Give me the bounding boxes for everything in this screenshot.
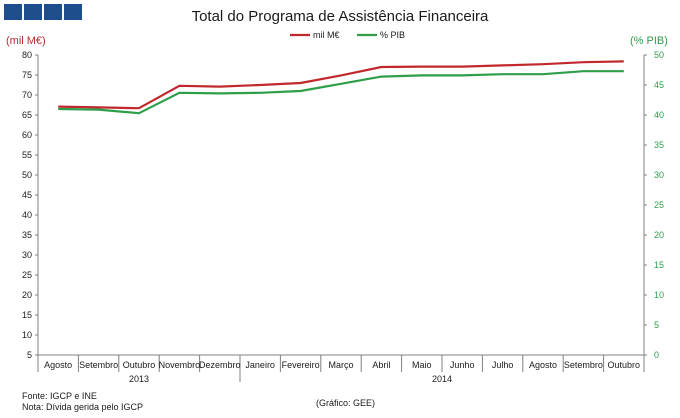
right-tick-label: 35	[654, 140, 664, 150]
left-tick-label: 80	[22, 50, 32, 60]
right-tick-label: 25	[654, 200, 664, 210]
left-tick-label: 70	[22, 90, 32, 100]
left-tick-label: 50	[22, 170, 32, 180]
right-tick-label: 50	[654, 50, 664, 60]
left-tick-label: 40	[22, 210, 32, 220]
left-tick-label: 25	[22, 270, 32, 280]
x-tick-label: Julho	[492, 360, 514, 370]
left-axis-unit: (mil M€)	[6, 35, 46, 47]
left-tick-label: 35	[22, 230, 32, 240]
footnote-source: Fonte: IGCP e INE	[22, 391, 97, 401]
left-tick-label: 60	[22, 130, 32, 140]
year-label: 2013	[129, 374, 149, 384]
left-tick-label: 15	[22, 310, 32, 320]
left-tick-label: 30	[22, 250, 32, 260]
x-tick-label: Junho	[450, 360, 475, 370]
x-tick-label: Setembro	[564, 360, 603, 370]
logo-block-4	[64, 4, 82, 20]
x-tick-label: Outubro	[123, 360, 156, 370]
series-line-mil	[58, 60, 624, 110]
year-label: 2014	[432, 374, 452, 384]
x-tick-label: Setembro	[79, 360, 118, 370]
left-tick-label: 55	[22, 150, 32, 160]
right-tick-label: 0	[654, 350, 659, 360]
right-tick-label: 20	[654, 230, 664, 240]
x-tick-label: Maio	[412, 360, 432, 370]
chart-title: Total do Programa de Assistência Finance…	[191, 8, 489, 25]
logo-block-1	[4, 4, 22, 20]
logo-block-2	[24, 4, 42, 20]
right-tick-label: 30	[654, 170, 664, 180]
x-tick-label: Outubro	[608, 360, 641, 370]
x-tick-label: Agosto	[529, 360, 557, 370]
x-tick-label: Março	[328, 360, 353, 370]
footnote-note: Nota: Dívida gerida pelo IGCP	[22, 402, 144, 412]
left-tick-label: 5	[27, 350, 32, 360]
right-tick-label: 10	[654, 290, 664, 300]
left-tick-label: 45	[22, 190, 32, 200]
left-tick-label: 20	[22, 290, 32, 300]
x-tick-label: Dezembro	[199, 360, 241, 370]
left-tick-label: 75	[22, 70, 32, 80]
legend-label: % PIB	[380, 30, 405, 40]
logo-block-3	[44, 4, 62, 20]
left-tick-label: 10	[22, 330, 32, 340]
right-axis-unit: (% PIB)	[630, 35, 668, 47]
right-tick-label: 5	[654, 320, 659, 330]
right-tick-label: 40	[654, 110, 664, 120]
chart-credit: (Gráfico: GEE)	[316, 398, 376, 408]
series-line-pib	[58, 70, 624, 115]
x-tick-label: Novembro	[159, 360, 201, 370]
legend-label: mil M€	[313, 30, 340, 40]
right-tick-label: 45	[654, 80, 664, 90]
x-tick-label: Fevereiro	[282, 360, 320, 370]
right-tick-label: 15	[654, 260, 664, 270]
x-tick-label: Abril	[372, 360, 390, 370]
left-tick-label: 65	[22, 110, 32, 120]
x-tick-label: Janeiro	[245, 360, 275, 370]
x-tick-label: Agosto	[44, 360, 72, 370]
